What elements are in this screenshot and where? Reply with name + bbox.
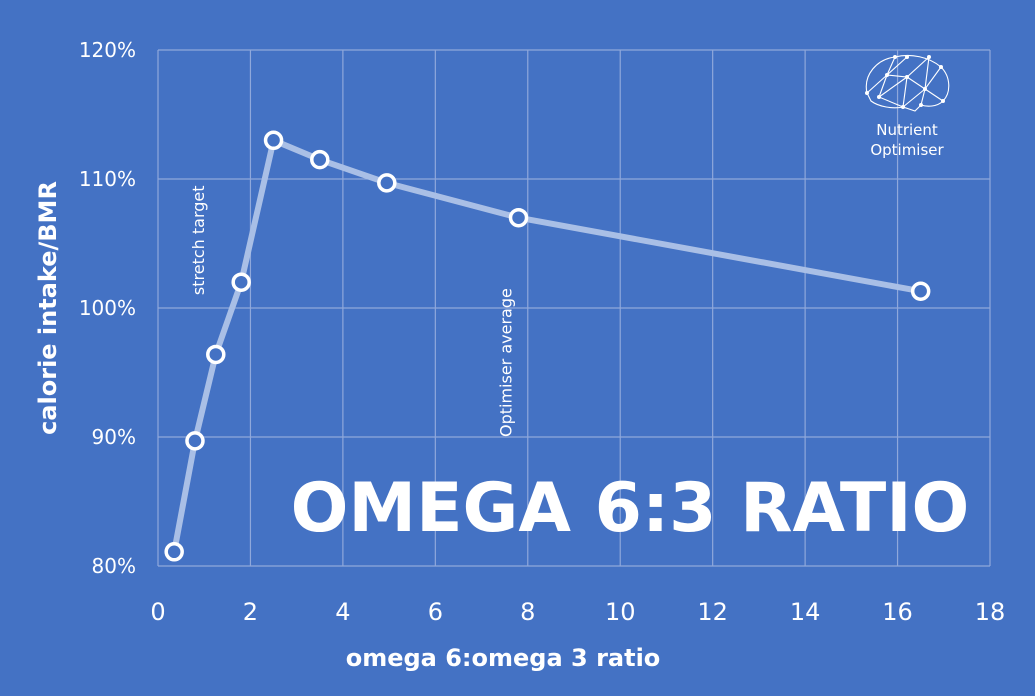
series-line bbox=[164, 130, 931, 562]
annotation-label: stretch target bbox=[189, 185, 208, 295]
x-tick-label: 12 bbox=[697, 598, 728, 626]
x-tick-label: 0 bbox=[150, 598, 165, 626]
data-point bbox=[377, 173, 397, 193]
x-tick-label: 16 bbox=[882, 598, 913, 626]
data-point bbox=[164, 542, 184, 562]
grid bbox=[157, 49, 991, 567]
annotations: stretch target Optimiser average bbox=[189, 185, 515, 437]
y-tick-labels: 80% 90% 100% 110% 120% bbox=[79, 38, 136, 578]
logo-text-line1: Nutrient bbox=[876, 121, 938, 139]
data-point bbox=[263, 130, 284, 151]
y-tick-label: 110% bbox=[79, 167, 136, 191]
y-tick-label: 90% bbox=[92, 425, 136, 449]
brain-network-icon bbox=[865, 54, 950, 112]
y-axis-label: calorie intake/BMR bbox=[34, 181, 62, 435]
logo: Nutrient Optimiser bbox=[865, 54, 950, 159]
x-tick-label: 14 bbox=[790, 598, 821, 626]
data-point bbox=[508, 207, 529, 228]
y-tick-label: 100% bbox=[79, 296, 136, 320]
data-point bbox=[185, 431, 205, 451]
data-point bbox=[231, 272, 251, 292]
x-tick-labels: 0 2 4 6 8 10 12 14 16 18 bbox=[150, 598, 1005, 626]
x-tick-label: 10 bbox=[605, 598, 636, 626]
x-tick-label: 6 bbox=[428, 598, 443, 626]
data-point bbox=[910, 281, 931, 301]
y-tick-label: 120% bbox=[79, 38, 136, 62]
logo-text-line2: Optimiser bbox=[870, 141, 944, 159]
data-point bbox=[206, 344, 226, 365]
x-tick-label: 4 bbox=[335, 598, 350, 626]
data-point bbox=[310, 149, 330, 170]
annotation-label: Optimiser average bbox=[497, 288, 516, 437]
x-tick-label: 2 bbox=[243, 598, 258, 626]
x-axis-label: omega 6:omega 3 ratio bbox=[346, 644, 661, 672]
chart-title: OMEGA 6:3 RATIO bbox=[291, 469, 970, 548]
x-tick-label: 18 bbox=[975, 598, 1006, 626]
x-tick-label: 8 bbox=[520, 598, 535, 626]
y-tick-label: 80% bbox=[92, 554, 136, 578]
